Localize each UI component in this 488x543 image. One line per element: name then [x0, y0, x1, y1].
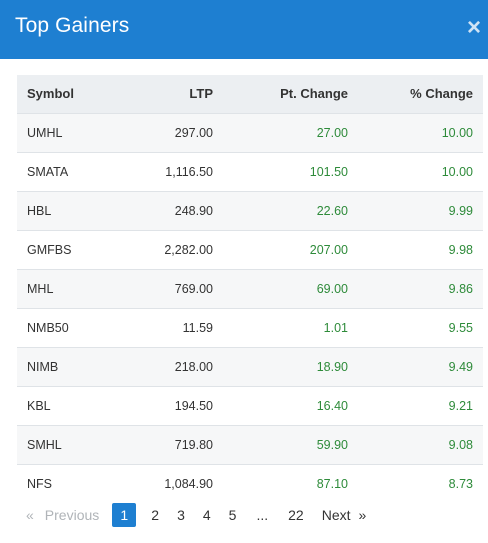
column-header-ltp[interactable]: LTP: [189, 86, 213, 102]
table-row: NIMB 218.00 18.90 9.49: [17, 347, 483, 386]
ltp-cell: 11.59: [182, 320, 213, 335]
modal-header: Top Gainers ×: [0, 0, 488, 59]
symbol-cell[interactable]: KBL: [27, 398, 51, 413]
pt-change-cell: 22.60: [316, 203, 348, 218]
gainers-table: Symbol LTP Pt. Change % Change UMHL 297.…: [17, 75, 483, 503]
symbol-cell[interactable]: GMFBS: [27, 242, 72, 257]
table-row: SMATA 1,116.50 101.50 10.00: [17, 152, 483, 191]
symbol-cell[interactable]: MHL: [27, 281, 54, 296]
pt-change-cell: 16.40: [316, 398, 348, 413]
pt-change-cell: 18.90: [316, 359, 348, 374]
page-button-1[interactable]: 1: [112, 503, 137, 527]
ltp-cell: 1,116.50: [165, 164, 213, 179]
table-row: KBL 194.50 16.40 9.21: [17, 386, 483, 425]
ltp-cell: 248.90: [174, 203, 213, 218]
pct-change-cell: 9.99: [448, 203, 473, 218]
pct-change-cell: 9.98: [448, 242, 473, 257]
table-row: SMHL 719.80 59.90 9.08: [17, 425, 483, 464]
previous-page-button[interactable]: Previous: [44, 507, 100, 523]
symbol-cell[interactable]: UMHL: [27, 125, 63, 140]
next-arrow-icon[interactable]: »: [358, 507, 367, 523]
page-button-22[interactable]: 22: [288, 507, 304, 523]
column-header-pct-change[interactable]: % Change: [410, 86, 473, 102]
ltp-cell: 1,084.90: [164, 476, 213, 491]
page-button-3[interactable]: 3: [177, 507, 185, 523]
symbol-cell[interactable]: HBL: [27, 203, 52, 218]
ltp-cell: 769.00: [174, 281, 213, 296]
pt-change-cell: 207.00: [309, 242, 348, 257]
pct-change-cell: 9.21: [448, 398, 473, 413]
pagination-ellipsis: ...: [256, 507, 269, 523]
table-row: GMFBS 2,282.00 207.00 9.98: [17, 230, 483, 269]
next-page-button[interactable]: Next: [321, 507, 351, 523]
table-row: HBL 248.90 22.60 9.99: [17, 191, 483, 230]
table-row: NFS 1,084.90 87.10 8.73: [17, 464, 483, 503]
column-header-symbol[interactable]: Symbol: [27, 86, 74, 102]
pt-change-cell: 101.50: [309, 164, 348, 179]
close-icon[interactable]: ×: [466, 14, 481, 41]
symbol-cell[interactable]: SMATA: [27, 164, 69, 179]
pagination: « Previous 1 2 3 4 5 ... 22 Next »: [26, 503, 366, 527]
ltp-cell: 194.50: [174, 398, 213, 413]
ltp-cell: 218.00: [174, 359, 213, 374]
table-row: NMB50 11.59 1.01 9.55: [17, 308, 483, 347]
pct-change-cell: 9.55: [448, 320, 473, 335]
gainers-table-container: Symbol LTP Pt. Change % Change UMHL 297.…: [17, 75, 483, 503]
column-header-pt-change[interactable]: Pt. Change: [280, 86, 348, 102]
page-button-2[interactable]: 2: [151, 507, 160, 523]
ltp-cell: 2,282.00: [164, 242, 213, 257]
pt-change-cell: 69.00: [316, 281, 348, 296]
pct-change-cell: 10.00: [441, 164, 473, 179]
pt-change-cell: 1.01: [323, 320, 348, 335]
symbol-cell[interactable]: NIMB: [27, 359, 59, 374]
ltp-cell: 719.80: [174, 437, 213, 452]
symbol-cell[interactable]: NFS: [27, 476, 52, 491]
pct-change-cell: 9.49: [448, 359, 473, 374]
ltp-cell: 297.00: [174, 125, 213, 140]
modal-title: Top Gainers: [15, 14, 130, 37]
pct-change-cell: 8.73: [448, 476, 473, 491]
pt-change-cell: 27.00: [316, 125, 348, 140]
symbol-cell[interactable]: SMHL: [27, 437, 62, 452]
pt-change-cell: 87.10: [316, 476, 348, 491]
table-row: UMHL 297.00 27.00 10.00: [17, 113, 483, 152]
pct-change-cell: 9.08: [448, 437, 473, 452]
pt-change-cell: 59.90: [316, 437, 348, 452]
pct-change-cell: 10.00: [441, 125, 473, 140]
table-header-row: Symbol LTP Pt. Change % Change: [17, 75, 483, 113]
page-button-5[interactable]: 5: [228, 507, 237, 523]
previous-arrow-icon: «: [26, 507, 34, 523]
symbol-cell[interactable]: NMB50: [27, 320, 69, 335]
pct-change-cell: 9.86: [448, 281, 473, 296]
table-row: MHL 769.00 69.00 9.86: [17, 269, 483, 308]
page-button-4[interactable]: 4: [202, 507, 211, 523]
